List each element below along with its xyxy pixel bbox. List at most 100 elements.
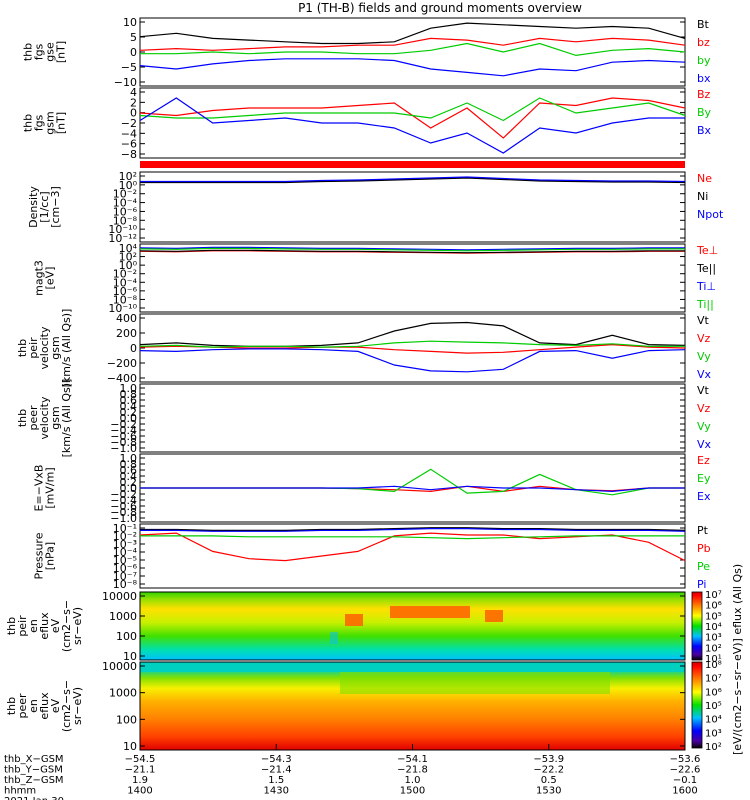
y-tick-label: 10⁻⁵	[113, 554, 137, 567]
panel-frame	[139, 171, 686, 243]
colorbar-tick-label: 10¹	[705, 654, 722, 665]
y-tick-label: 10⁻¹⁰	[108, 302, 137, 315]
y-axis-label-line: (cm2−s−	[60, 680, 73, 732]
x-row-label: thb_Z−GSM	[4, 775, 64, 786]
y-tick-label: 10⁰	[119, 259, 138, 272]
y-tick-label: 0.8	[120, 388, 138, 401]
y-axis-label-line: eV	[49, 618, 62, 633]
legend-by: by	[697, 54, 711, 67]
x-column-value: −54.5	[125, 754, 156, 765]
y-axis-label: thbpeirenefluxeV(cm2−s−sr−eV)	[5, 600, 84, 652]
y-axis-label-line: gse	[44, 42, 57, 62]
legend-npot: Npot	[697, 208, 724, 221]
series-ti	[139, 246, 685, 251]
y-tick-label: −0.6	[110, 500, 137, 513]
y-tick-label: −4	[121, 127, 137, 140]
legend-bx: bx	[697, 72, 711, 85]
y-axis-label-line: velocity	[38, 396, 51, 439]
x-column-value: −54.3	[261, 754, 292, 765]
legend-bz: Bz	[697, 88, 711, 101]
y-tick-label: 10⁻⁶	[113, 205, 138, 218]
panel-peer_vel: 1.00.80.60.40.20.0−0.2−0.4−0.6−0.8−1.0 th…	[16, 379, 712, 458]
y-tick-label: 10⁻⁶	[113, 285, 138, 298]
legend-vz: Vz	[697, 402, 711, 415]
y-axis-label-line: [1/cc]	[38, 191, 51, 222]
y-axis-label-line: magt3	[33, 260, 46, 296]
panel-frame	[139, 523, 686, 589]
series-bx	[139, 97, 685, 154]
y-tick-label: −400	[107, 372, 137, 385]
y-tick-label: −0.8	[110, 436, 137, 449]
y-tick-label: −0.8	[110, 506, 137, 519]
legend-pt: Pt	[697, 524, 709, 537]
y-tick-label: 400	[116, 312, 137, 325]
series-vt	[139, 321, 686, 347]
y-axis-label-line: E=−VxB	[33, 465, 46, 512]
y-axis-label: thbpeirvelocitygsm[km/s (All Qs)]	[16, 309, 73, 388]
x-column-value: 1400	[127, 786, 152, 797]
panel-bg	[140, 88, 685, 158]
spectrogram-feature	[345, 614, 363, 626]
legend-ni: Ni	[697, 190, 708, 203]
y-tick-label: 10²	[119, 251, 137, 264]
panel-efield: 1.00.80.60.40.20.0−0.2−0.4−0.6−0.8−1.0 E=…	[33, 452, 711, 525]
y-axis-label-line: peer	[16, 693, 29, 719]
y-tick-label: −0.2	[110, 418, 137, 431]
y-axis-label-line: [cm−3]	[49, 186, 62, 228]
series-bz	[139, 37, 686, 51]
y-tick-label: 10²	[119, 170, 137, 183]
y-axis-label-line: en	[27, 699, 40, 713]
colorbar-tick-label: 10³	[705, 728, 722, 739]
y-axis-label-line: peir	[27, 337, 40, 359]
y-tick-label: −0.6	[110, 430, 137, 443]
y-tick-label: 10⁻⁶	[113, 562, 138, 575]
y-axis-label: magt3[eV]	[33, 260, 57, 296]
panel-bg	[140, 314, 685, 382]
y-tick-label: 10⁴	[119, 242, 138, 255]
x-column-value: −53.9	[533, 754, 564, 765]
y-axis-label-line: thb	[16, 339, 29, 357]
legend-vt: Vt	[697, 384, 710, 397]
y-tick-label: 10⁻¹⁰	[108, 223, 137, 236]
y-tick-label: 10⁻⁸	[113, 214, 138, 227]
y-axis-label-line: Density	[27, 186, 40, 228]
y-axis-label-line: peir	[16, 615, 29, 637]
y-tick-label: 0.0	[120, 412, 138, 425]
legend-ex: Ex	[697, 490, 711, 503]
x-column-value: −21.4	[261, 765, 292, 776]
x-column-value: −21.8	[397, 765, 428, 776]
x-column-value: 0.5	[541, 775, 557, 786]
y-tick-label: 10⁻⁷	[113, 570, 137, 583]
x-column-value: −54.1	[397, 754, 428, 765]
y-axis-label-line: gsm	[49, 406, 62, 429]
y-axis-label-line: en	[27, 619, 40, 633]
colorbar-label: [eV/(cm2−s−sr−eV)] eflux (All Qs)	[731, 564, 744, 755]
series-by	[140, 42, 686, 57]
plot-title: P1 (TH-B) fields and ground moments over…	[298, 1, 582, 15]
legend-vy: Vy	[697, 420, 711, 433]
y-tick-label: 10⁻¹	[113, 522, 137, 535]
y-tick-label: 0.0	[120, 482, 138, 495]
series-pe	[140, 535, 685, 540]
y-axis-label-line: [mV/m]	[44, 467, 57, 508]
x-row-label: 2021 Jan 30	[4, 796, 64, 800]
y-tick-label: 0.4	[120, 470, 138, 483]
y-axis-label-line: Pressure	[33, 532, 46, 579]
y-axis-label-line: eV	[49, 698, 62, 713]
panel-fgs_gsm: 420−2−4−6−8 thbfgsgsm[nT] Bz By Bx	[22, 86, 712, 161]
y-axis-label-line: velocity	[38, 326, 51, 369]
y-tick-label: 10000	[102, 590, 137, 603]
y-tick-label: 100	[116, 713, 137, 726]
y-tick-label: −0.2	[110, 488, 137, 501]
legend-vt: Vt	[697, 314, 710, 327]
y-tick-label: 0.4	[120, 400, 138, 413]
y-tick-label: 10⁻⁴	[113, 276, 138, 289]
colorbar-tick-label: 10⁷	[705, 674, 722, 685]
x-column-value: 1500	[400, 786, 425, 797]
y-axis-label-line: thb	[5, 617, 18, 635]
legend-bt: Bt	[697, 18, 710, 31]
y-tick-label: 0.6	[120, 464, 138, 477]
legend-ey: Ey	[697, 472, 711, 485]
